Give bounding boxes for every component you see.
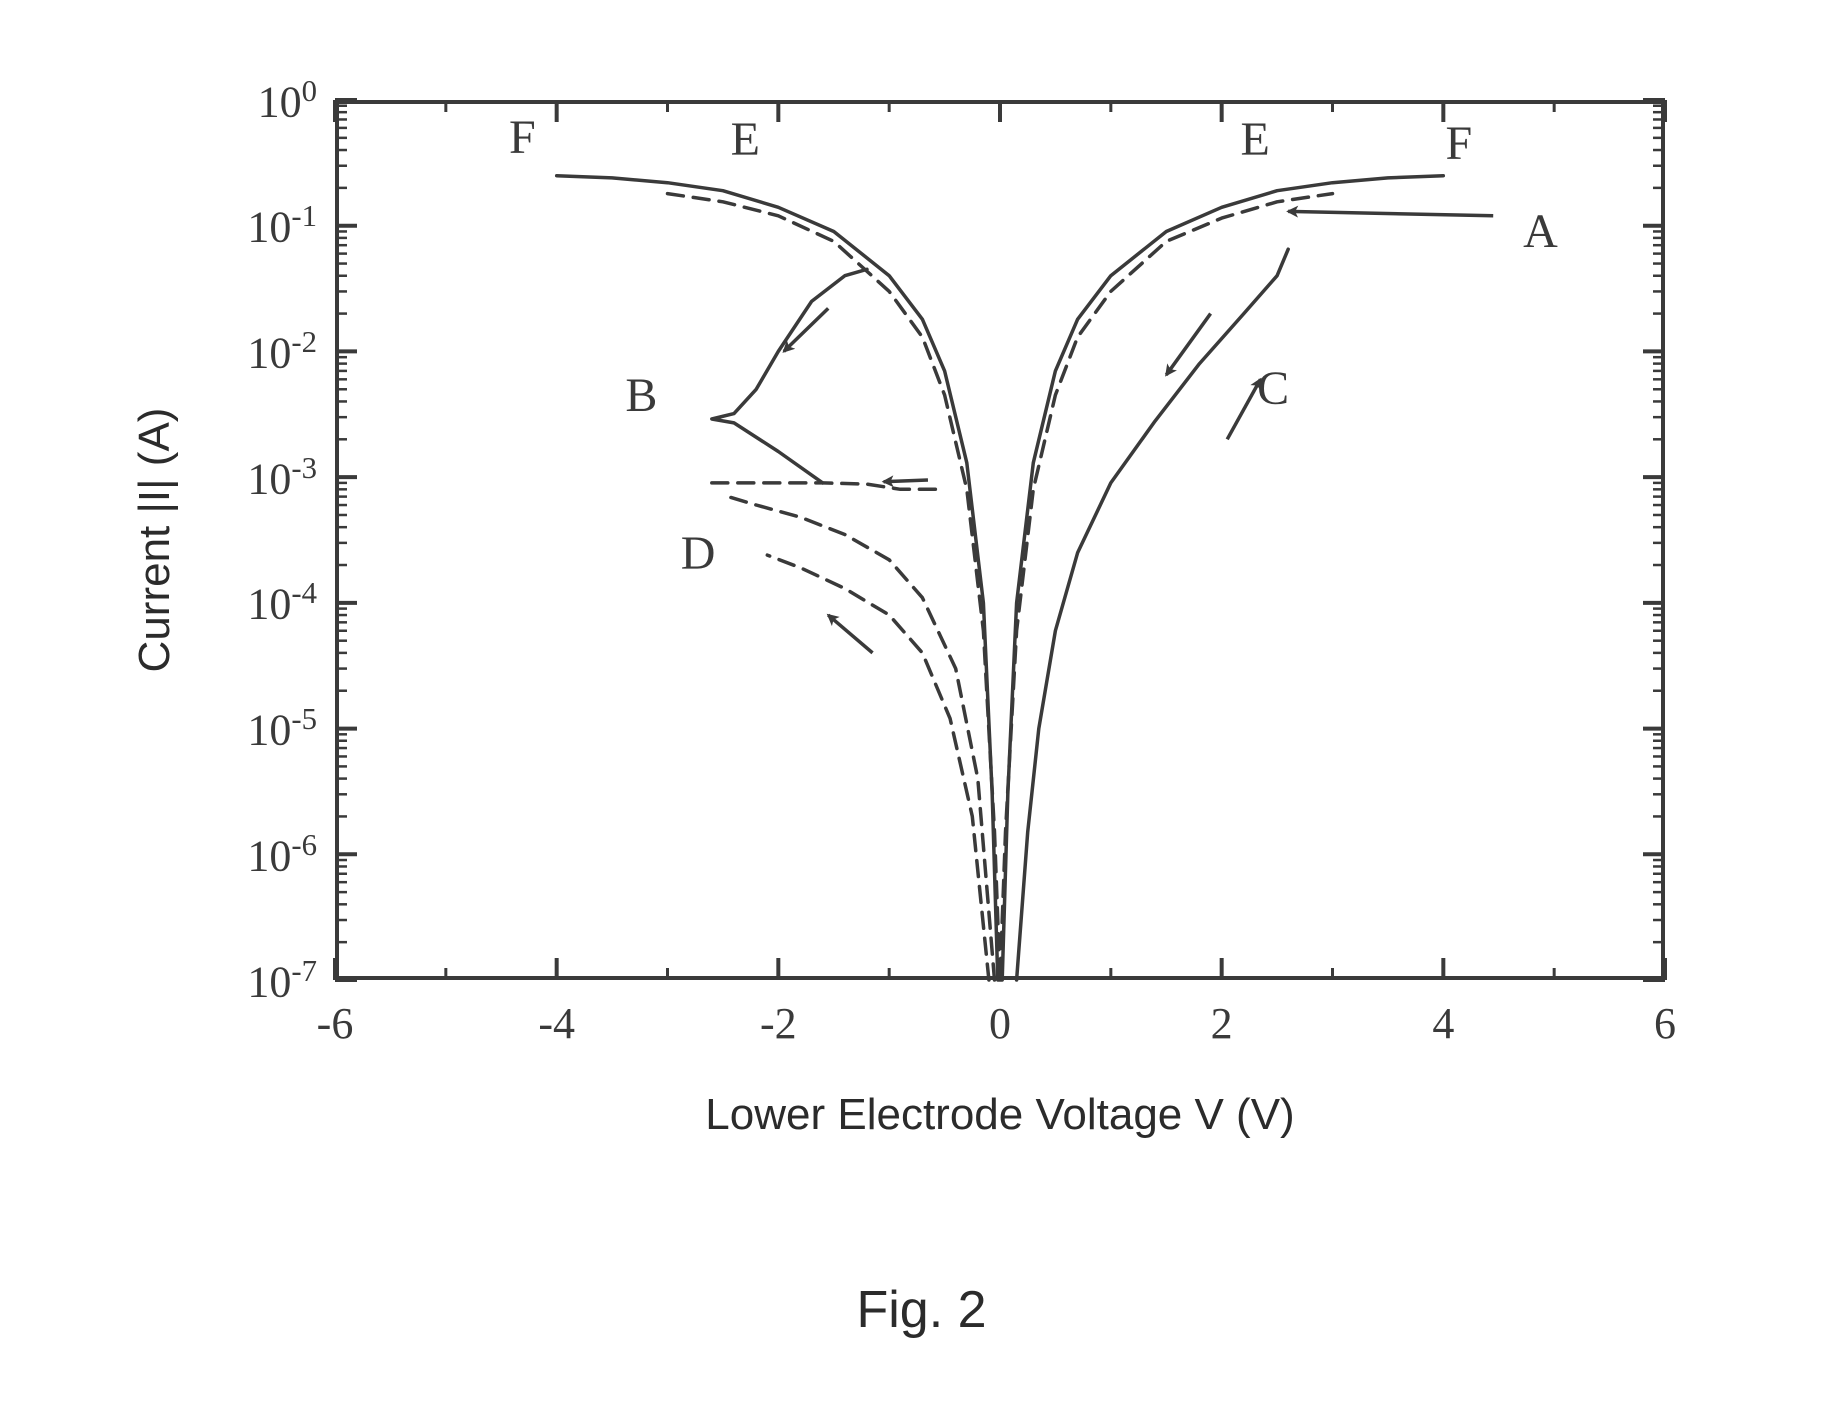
x-tick-label: 4 bbox=[1418, 998, 1468, 1049]
y-tick-label: 10-2 bbox=[247, 325, 317, 379]
y-tick-label: 10-1 bbox=[247, 199, 317, 253]
point-label-F_right: F bbox=[1446, 116, 1473, 171]
curve-b_hump bbox=[712, 269, 867, 483]
x-tick-label: 6 bbox=[1640, 998, 1690, 1049]
point-label-A: A bbox=[1523, 204, 1558, 259]
x-tick-label: 0 bbox=[975, 998, 1025, 1049]
curve-low_left_2 bbox=[767, 555, 989, 980]
direction-arrow-4 bbox=[884, 480, 928, 482]
x-tick-label: -2 bbox=[753, 998, 803, 1049]
y-tick-label: 10-7 bbox=[247, 954, 317, 1008]
y-axis-label: Current |I| (A) bbox=[130, 380, 180, 700]
curve-d_branch_dashed bbox=[712, 483, 945, 489]
x-tick-label: -4 bbox=[532, 998, 582, 1049]
direction-arrow-1 bbox=[1166, 314, 1210, 375]
figure-caption: Fig. 2 bbox=[0, 1280, 1843, 1340]
chart-page: Current |I| (A) Lower Electrode Voltage … bbox=[0, 0, 1843, 1408]
y-tick-label: 10-4 bbox=[247, 576, 317, 630]
direction-arrow-2 bbox=[1227, 379, 1260, 439]
point-label-B: B bbox=[625, 368, 657, 423]
curve-outer_high_state_inner bbox=[668, 194, 1333, 980]
curve-c_branch bbox=[1017, 249, 1289, 980]
point-label-C: C bbox=[1257, 361, 1289, 416]
point-label-D: D bbox=[681, 526, 716, 581]
x-axis-label: Lower Electrode Voltage V (V) bbox=[335, 1090, 1665, 1140]
y-tick-label: 10-5 bbox=[247, 702, 317, 756]
x-tick-label: -6 bbox=[310, 998, 360, 1049]
point-label-F_left: F bbox=[509, 110, 536, 165]
point-label-E_left: E bbox=[731, 112, 760, 167]
direction-arrow-0 bbox=[1288, 211, 1493, 215]
direction-arrow-5 bbox=[828, 615, 872, 653]
point-label-E_right: E bbox=[1241, 112, 1270, 167]
y-tick-label: 10-3 bbox=[247, 451, 317, 505]
y-tick-label: 100 bbox=[258, 74, 317, 128]
x-tick-label: 2 bbox=[1197, 998, 1247, 1049]
y-tick-label: 10-6 bbox=[247, 828, 317, 882]
